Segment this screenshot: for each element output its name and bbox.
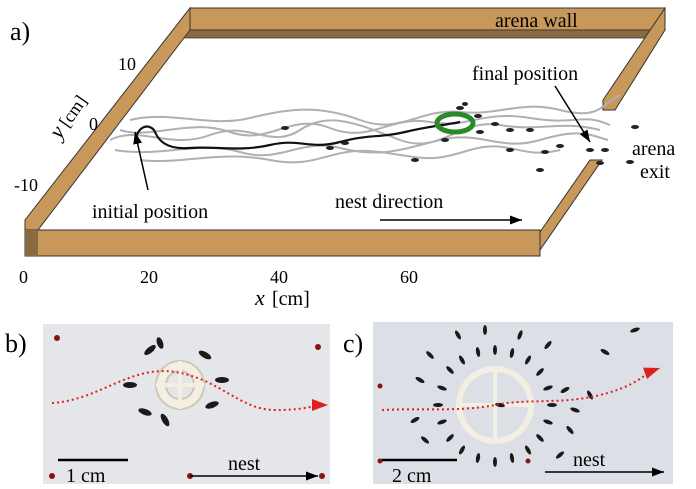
panel-b-label: b)	[5, 329, 27, 358]
arena-wall-label: arena wall	[495, 10, 578, 32]
load-ring	[434, 111, 476, 135]
arena-wall-back-top	[178, 29, 667, 39]
panel-b-gear	[155, 360, 205, 410]
panel-c: c)	[343, 322, 673, 487]
initial-position-label: initial position	[92, 201, 208, 223]
y-tick-minus-10: -10	[14, 175, 38, 195]
y-axis-unit: [cm]	[55, 92, 91, 131]
x-tick-40: 40	[270, 267, 288, 287]
panel-c-label: c)	[343, 329, 363, 358]
arena-wall-left	[24, 6, 191, 231]
arena-wall-right-lower	[539, 159, 603, 252]
arena-wall-back	[189, 7, 666, 31]
panel-b-nest-label: nest	[228, 453, 261, 475]
x-tick-0: 0	[19, 267, 28, 287]
arena-exit-label-line2: exit	[640, 161, 670, 183]
final-position-label: final position	[472, 63, 578, 85]
initial-position-arrow	[133, 131, 149, 191]
panel-a: a) arena wall	[10, 6, 675, 310]
panel-c-markers	[377, 383, 531, 464]
panel-c-path	[381, 367, 661, 411]
x-tick-20: 20	[140, 267, 158, 287]
panel-b-scale-label: 1 cm	[66, 465, 106, 487]
x-tick-60: 60	[400, 267, 418, 287]
nest-direction-label: nest direction	[335, 191, 443, 213]
y-tick-10: 10	[118, 54, 136, 74]
panel-c-gear	[456, 366, 534, 444]
panel-b-path	[51, 370, 329, 412]
y-tick-0: 0	[89, 114, 98, 134]
panel-b-ants	[123, 337, 229, 427]
arena-wall-right-upper	[602, 6, 666, 111]
arena-wall-front	[24, 229, 541, 257]
panel-c-scale-label: 2 cm	[392, 465, 432, 487]
focal-trajectory	[133, 120, 461, 150]
final-position-arrow	[554, 85, 591, 143]
x-axis-label: x	[254, 285, 265, 310]
y-axis-label-group: y [cm]	[42, 92, 91, 145]
arena-wall-front-corner	[25, 230, 38, 256]
panel-b: b) 1 cm	[5, 324, 330, 487]
panel-a-label: a)	[10, 17, 30, 46]
arena-exit-label-line1: arena	[632, 138, 675, 160]
x-axis-unit: [cm]	[272, 288, 310, 310]
ants-panel-a	[281, 102, 639, 172]
panel-c-nest-label: nest	[573, 449, 606, 471]
